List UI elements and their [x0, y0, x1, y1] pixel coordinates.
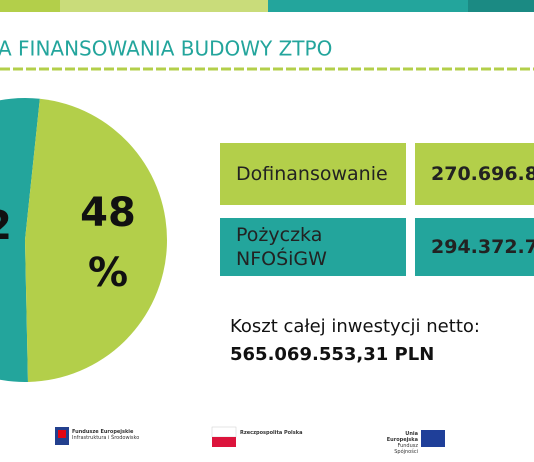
- logo-text: Rzeczpospolita Polska: [240, 430, 303, 436]
- logo-icon: [211, 426, 237, 438]
- logo-icon: [421, 430, 445, 447]
- pie-slice: [0, 98, 40, 382]
- top-bar: [468, 0, 534, 12]
- logo-text: Infrastruktura i Środowisko: [72, 435, 140, 441]
- slide-title: A FINANSOWANIA BUDOWY ZTPO: [0, 37, 332, 61]
- row-label: Dofinansowanie: [236, 163, 388, 185]
- top-bar: [60, 0, 268, 12]
- slice-label: 52: [0, 203, 12, 249]
- logo-text: Fundusze Europejskie: [72, 429, 134, 435]
- pie-slice: [25, 98, 168, 382]
- top-bar: [268, 0, 468, 12]
- row-label: Pożyczka NFOŚiGW: [236, 224, 327, 270]
- logo-text: Unia Europejska: [386, 431, 418, 443]
- row-value: 294.372.7: [431, 236, 534, 258]
- logo-text: Fundusz Spójności: [394, 443, 418, 455]
- summary-label: Koszt całej inwestycji netto:: [230, 316, 480, 337]
- slice-label: 48: [80, 190, 136, 236]
- table-cell: [415, 218, 534, 276]
- logo-icon: [212, 437, 236, 447]
- table-cell: [415, 143, 534, 205]
- slice-unit: %: [88, 250, 128, 296]
- table-cell: [220, 218, 406, 276]
- row-value: 270.696.8: [431, 163, 534, 185]
- logo-icon: [58, 430, 66, 438]
- pie-chart: 52 48%: [0, 98, 168, 382]
- summary-total: 565.069.553,31 PLN: [230, 344, 435, 365]
- logo-text: Fundusze Europejskie Infrastruktura i Śro…: [72, 429, 139, 441]
- logo-text: Unia Europejska Fundusz Spójności: [374, 431, 418, 455]
- top-bar: [0, 0, 60, 12]
- table-cell: [220, 143, 406, 205]
